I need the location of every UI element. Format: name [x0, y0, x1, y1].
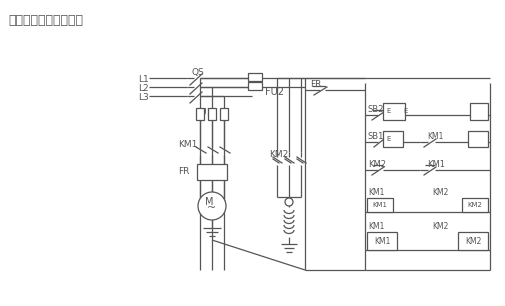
Bar [457, 232, 487, 250]
Text: E: E [385, 136, 389, 142]
Text: 电磁抱闸通电制动接线: 电磁抱闸通电制动接线 [8, 14, 83, 27]
Text: E: E [385, 108, 389, 114]
Bar [366, 232, 396, 250]
Text: L1: L1 [138, 74, 148, 84]
Text: KM1: KM1 [367, 222, 384, 231]
Bar [467, 131, 487, 147]
Bar [196, 164, 227, 180]
Bar [469, 103, 487, 120]
Text: KM2: KM2 [467, 202, 481, 208]
Text: L2: L2 [138, 84, 148, 92]
Text: KM1: KM1 [367, 188, 384, 197]
Text: QS: QS [191, 68, 205, 77]
Text: FU2: FU2 [265, 87, 283, 97]
Circle shape [197, 192, 226, 220]
Bar [382, 103, 404, 120]
Text: KM2: KM2 [464, 237, 480, 245]
Bar [366, 198, 392, 212]
Text: FU1: FU1 [194, 108, 212, 117]
Bar [208, 108, 216, 120]
Text: SB1: SB1 [367, 132, 384, 141]
Text: KM1: KM1 [426, 132, 442, 141]
Bar [220, 108, 228, 120]
Text: SB2: SB2 [367, 105, 384, 114]
Text: KM2: KM2 [431, 222, 447, 231]
Bar [382, 131, 402, 147]
Text: M: M [205, 197, 213, 207]
Text: E: E [402, 108, 407, 114]
Bar [247, 73, 262, 81]
Text: L3: L3 [138, 92, 148, 102]
Circle shape [284, 198, 292, 206]
Text: FR: FR [178, 167, 189, 176]
Text: KM1: KM1 [178, 140, 197, 149]
Text: KM2: KM2 [367, 160, 385, 169]
Text: KM1: KM1 [373, 237, 389, 245]
Bar [247, 82, 262, 90]
Text: KM1: KM1 [372, 202, 387, 208]
Text: KM1: KM1 [426, 160, 444, 169]
Text: FR: FR [310, 80, 321, 89]
Bar [195, 108, 204, 120]
Text: KM2: KM2 [431, 188, 447, 197]
Text: ~: ~ [207, 203, 216, 213]
Text: KM2: KM2 [269, 150, 288, 159]
Bar [461, 198, 487, 212]
